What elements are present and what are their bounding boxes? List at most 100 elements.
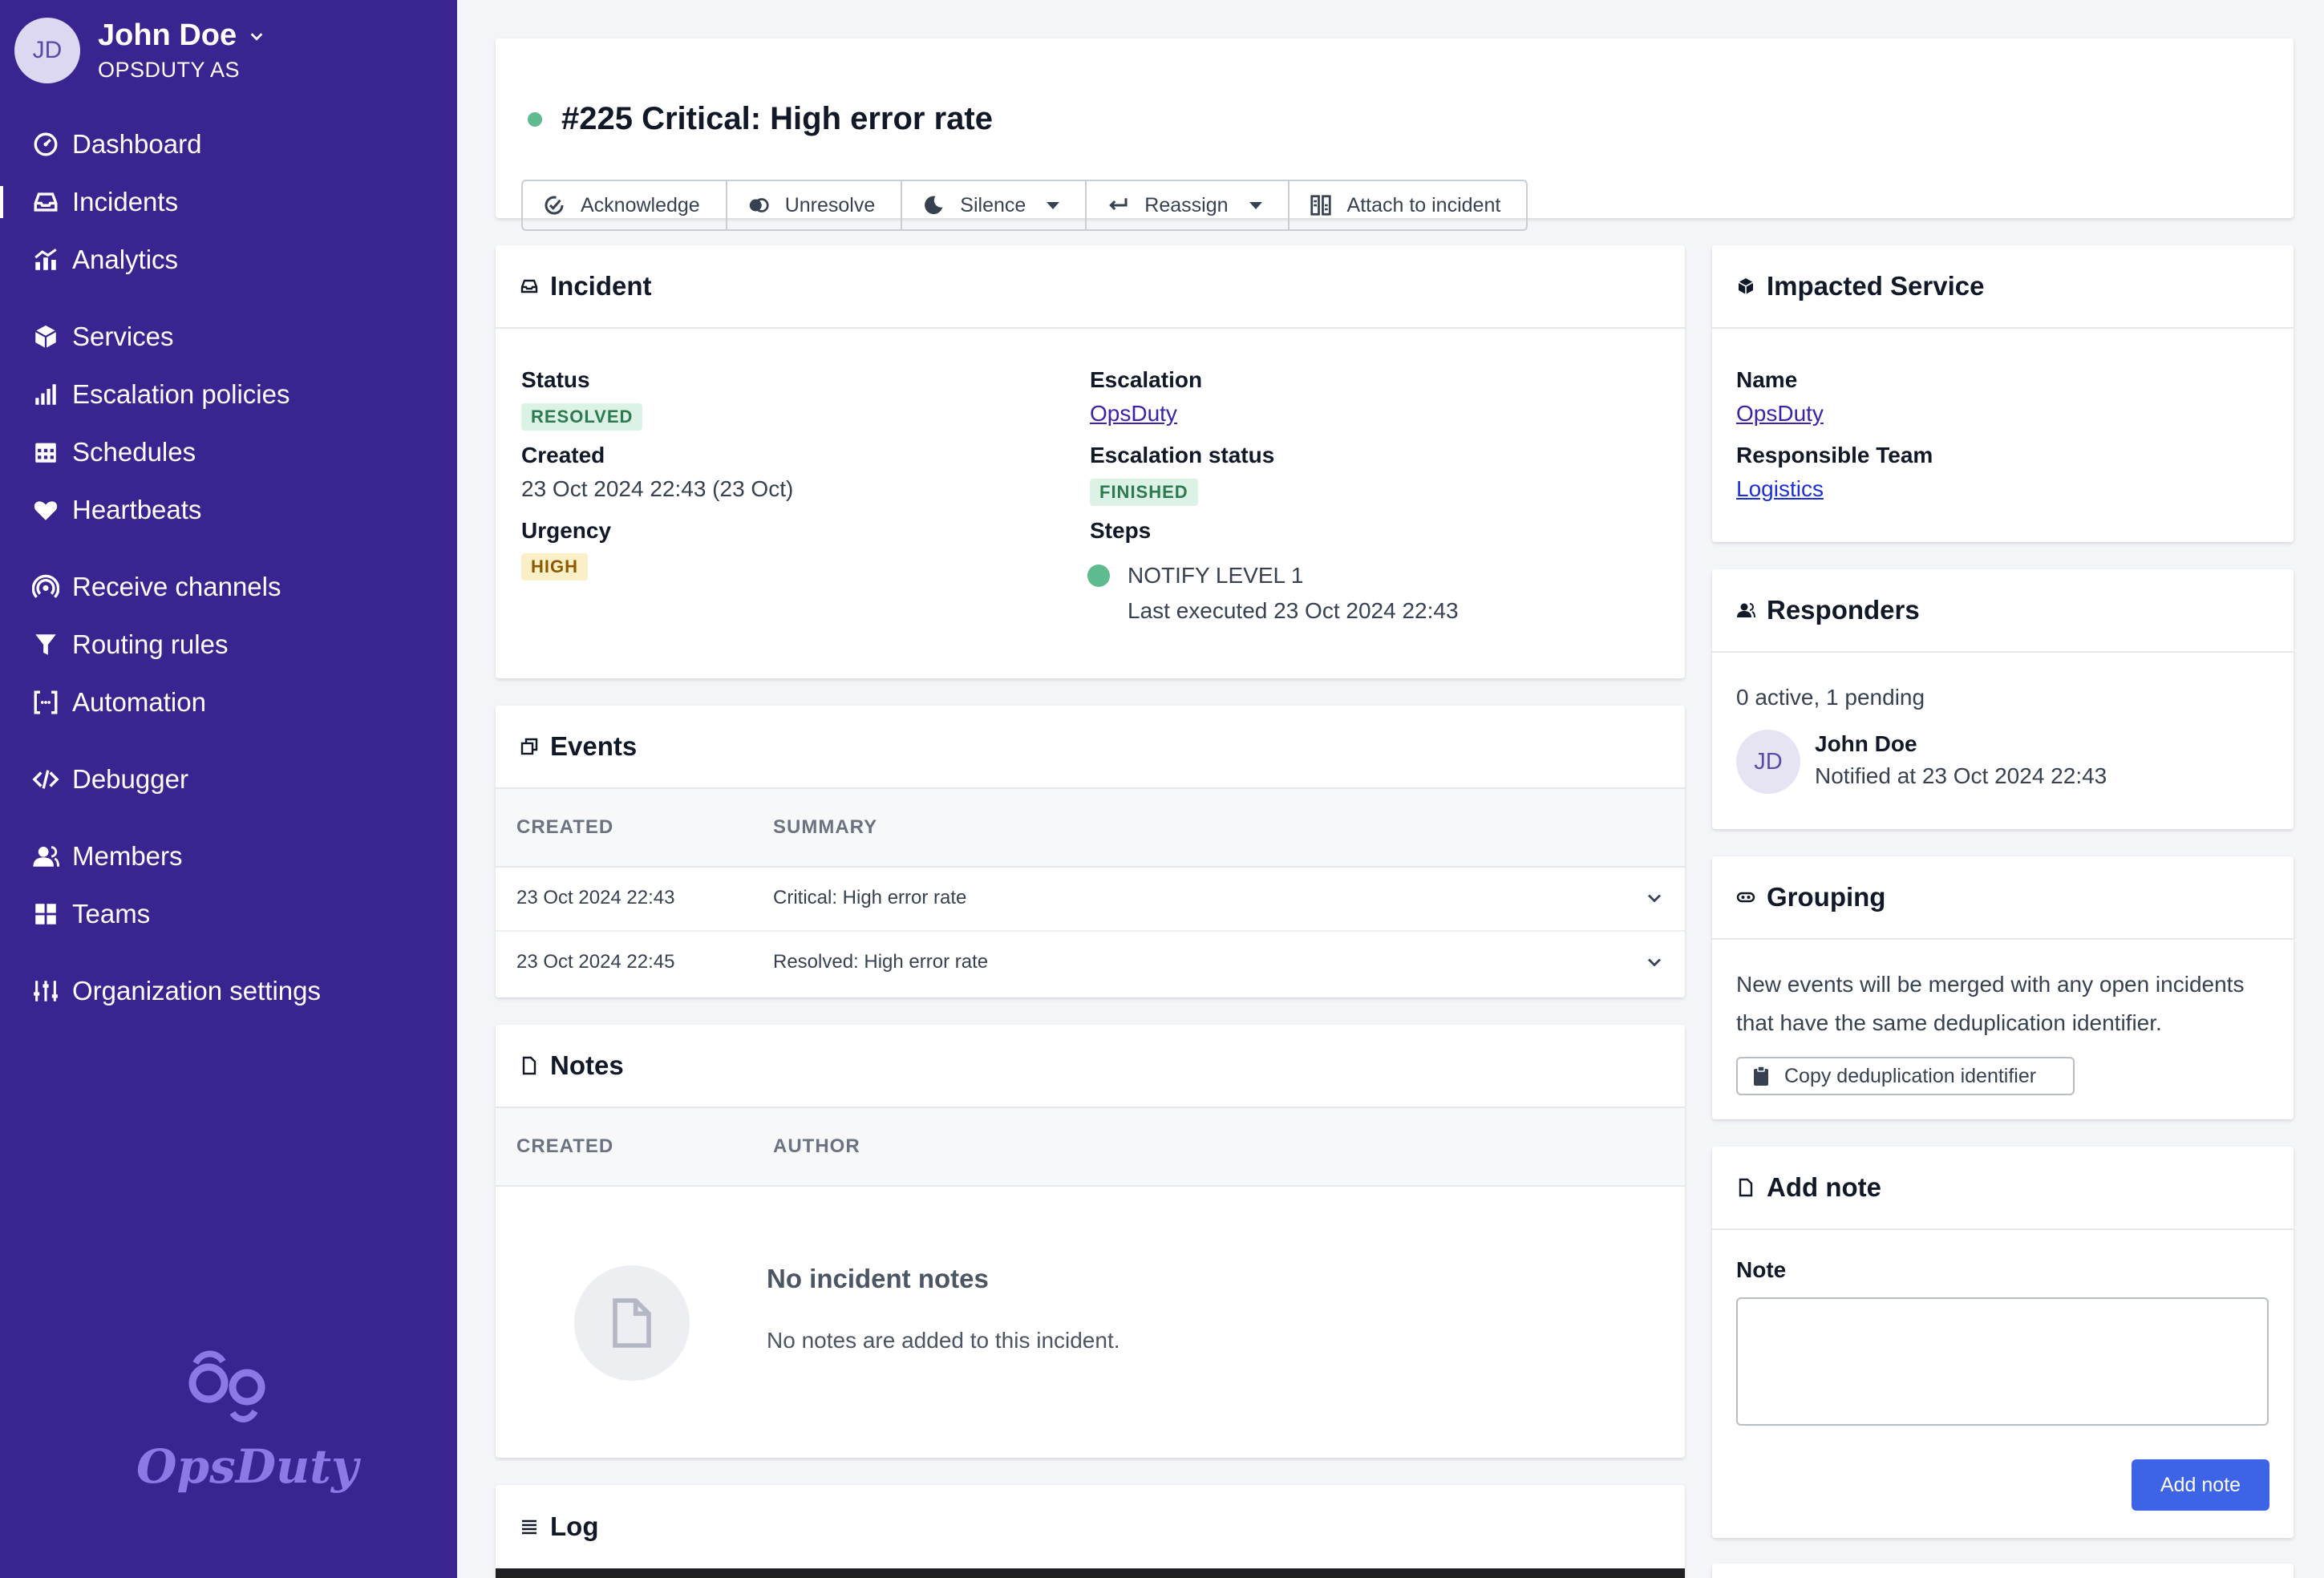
card-title: Responders [1767,595,1920,625]
brackets-icon [34,690,58,714]
link-icon [1736,892,1755,903]
sidebar: JD John Doe OPSDUTY AS Dashboard Inciden… [0,0,457,1578]
caret-down-icon [1249,201,1262,209]
cube-icon [1738,278,1754,294]
escalation-status-badge: FINISHED [1090,479,1198,506]
step-status-dot [1087,564,1110,587]
incident-card: Incident Status RESOLVED Created 23 Oct … [496,245,1685,678]
active-nav-indicator [0,186,3,218]
dashboard-icon [34,132,58,156]
clipboard-icon [1754,1066,1768,1086]
brand-logo: OpsDuty [136,1347,358,1494]
document-icon [1739,1178,1753,1197]
service-name-label: Name [1736,367,1798,392]
responder-notified: Notified at 23 Oct 2024 22:43 [1815,763,2107,788]
chevron-down-icon[interactable] [1643,887,1666,909]
avatar: JD [14,18,80,83]
log-card: Log [496,1485,1685,1578]
sidebar-item-teams[interactable]: Teams [32,894,150,934]
document-icon [613,1298,651,1348]
incident-header-card: #225 Critical: High error rate Acknowled… [496,38,2294,231]
log-viewer [496,1568,1685,1578]
steps-label: Steps [1090,518,1152,543]
sidebar-item-dashboard[interactable]: Dashboard [32,124,201,164]
card-title: Notes [550,1050,624,1080]
avatar: JD [1736,730,1800,794]
status-label: Status [521,367,590,392]
column-header-author: AUTHOR [773,1135,860,1157]
grouping-card: Grouping New events will be merged with … [1712,856,2294,1119]
copy-deduplication-identifier-button[interactable]: Copy deduplication identifier [1736,1057,2075,1095]
opsduty-logo-icon [188,1350,265,1422]
unresolve-button[interactable]: Unresolve [727,181,903,229]
sidebar-item-automation[interactable]: Automation [32,682,206,722]
code-icon [32,770,59,789]
empty-state-title: No incident notes [767,1264,989,1293]
inbox-icon [520,279,538,293]
caret-down-icon [1047,201,1060,209]
column-header-created: CREATED [516,816,614,838]
service-name-link[interactable]: OpsDuty [1736,401,1824,426]
add-note-card: Add note Note Add note [1712,1147,2294,1538]
card-title: Events [550,731,638,761]
add-note-button[interactable]: Add note [2132,1459,2269,1511]
next-card [1712,1564,2294,1578]
users-icon [33,846,59,867]
toggle-icon [749,198,769,212]
sidebar-item-debugger[interactable]: Debugger [32,759,188,799]
merge-icon [1310,195,1331,216]
attach-to-incident-button[interactable]: Attach to incident [1290,181,1527,229]
silence-button[interactable]: Silence [902,181,1087,229]
responder-name: John Doe [1815,731,1917,756]
calendar-icon [35,443,56,463]
reassign-button[interactable]: Reassign [1087,181,1290,229]
card-title: Add note [1767,1172,1881,1202]
page-title: #225 Critical: High error rate [561,101,993,136]
cube-icon [34,325,57,349]
sidebar-item-organization-settings[interactable]: Organization settings [32,971,321,1011]
sidebar-item-services[interactable]: Services [32,317,174,357]
responders-summary: 0 active, 1 pending [1736,685,1925,710]
note-label: Note [1736,1257,1787,1282]
list-icon [522,1519,536,1535]
created-label: Created [521,443,605,467]
sidebar-item-escalation-policies[interactable]: Escalation policies [32,374,289,415]
inbox-icon [34,192,58,212]
acknowledge-button[interactable]: Acknowledge [523,181,727,229]
card-title: Log [550,1511,599,1541]
organization-name: OPSDUTY AS [98,58,241,82]
return-arrow-icon [1109,198,1128,211]
user-menu[interactable]: JD John Doe OPSDUTY AS [14,18,265,83]
table-row[interactable]: 23 Oct 2024 22:43 Critical: High error r… [496,868,1685,932]
incident-actions: Acknowledge Unresolve Silence Reassign A… [521,180,1528,231]
urgency-label: Urgency [521,518,612,543]
notes-card: Notes CREATED AUTHOR No incident notes N… [496,1025,1685,1458]
column-header-created: CREATED [516,1135,614,1157]
sidebar-item-incidents[interactable]: Incidents [32,182,178,222]
escalation-status-label: Escalation status [1090,443,1275,467]
chevron-down-icon[interactable] [1643,951,1666,973]
heart-icon [34,501,58,520]
table-row[interactable]: 23 Oct 2024 22:45 Resolved: High error r… [496,932,1685,996]
notes-table-header: CREATED AUTHOR [496,1108,1685,1187]
user-name: John Doe [98,18,237,52]
status-dot [528,111,542,127]
grouping-description-line2: that have the same deduplication identif… [1736,1010,2162,1035]
empty-state-text: No notes are added to this incident. [767,1328,1120,1353]
events-card: Events CREATED SUMMARY 23 Oct 2024 22:43… [496,706,1685,997]
sidebar-item-schedules[interactable]: Schedules [32,432,196,472]
sidebar-item-receive-channels[interactable]: Receive channels [32,567,281,607]
bar-chart-icon [35,384,56,405]
sidebar-item-members[interactable]: Members [32,836,183,876]
sidebar-item-analytics[interactable]: Analytics [32,240,178,280]
note-textarea[interactable] [1736,1297,2269,1426]
sidebar-item-routing-rules[interactable]: Routing rules [32,625,228,665]
escalation-label: Escalation [1090,367,1203,392]
events-table-header: CREATED SUMMARY [496,789,1685,868]
escalation-link[interactable]: OpsDuty [1090,401,1177,426]
created-value: 23 Oct 2024 22:43 (23 Oct) [521,476,794,501]
responsible-team-link[interactable]: Logistics [1736,476,1824,501]
impacted-service-card: Impacted Service Name OpsDuty Responsibl… [1712,245,2294,542]
stack-icon [520,738,538,755]
sidebar-item-heartbeats[interactable]: Heartbeats [32,490,201,530]
